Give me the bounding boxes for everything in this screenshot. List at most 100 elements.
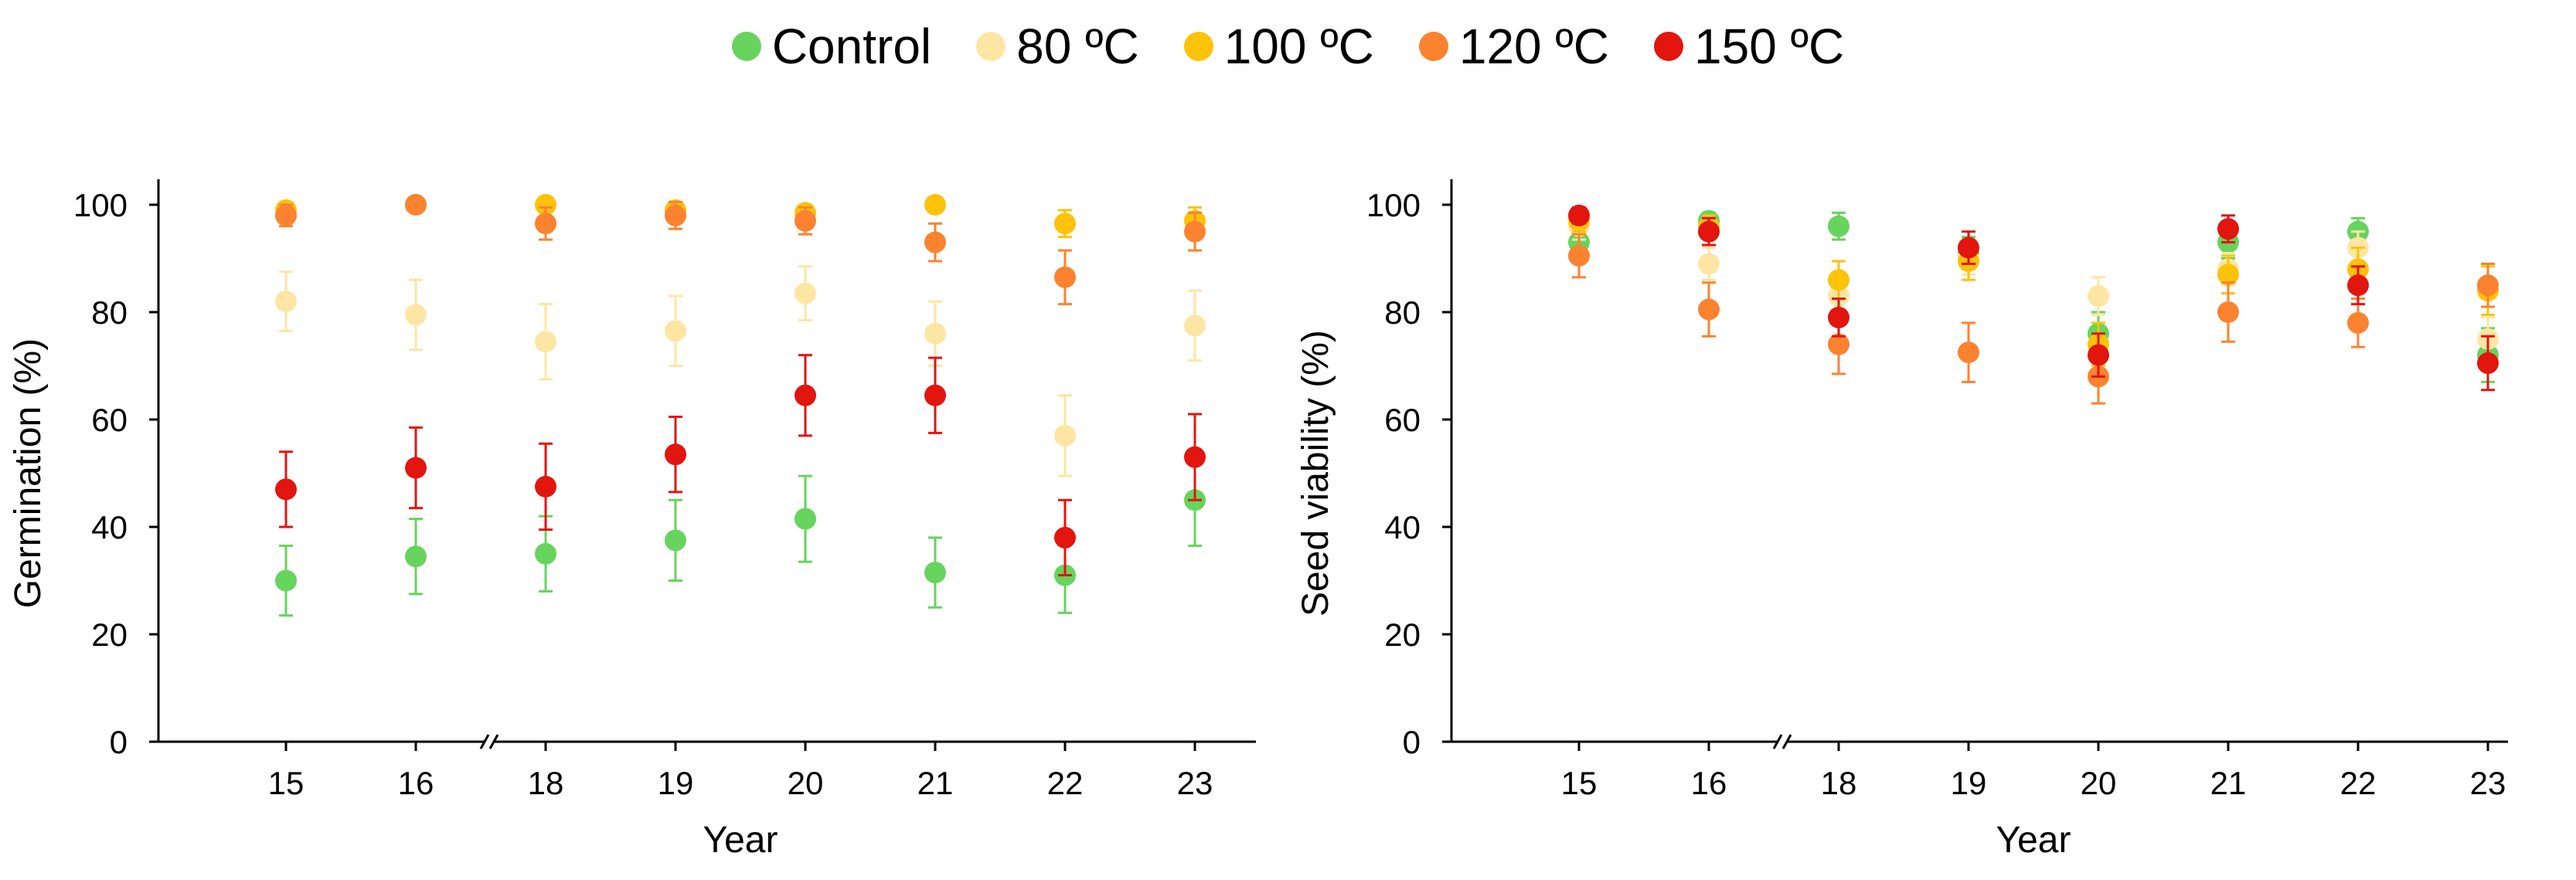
data-point [665, 529, 686, 552]
data-point [1054, 212, 1076, 235]
axis-break-mark [1772, 734, 1783, 749]
x-tick-label: 23 [2470, 765, 2506, 801]
data-point [275, 478, 297, 501]
data-point [2088, 285, 2109, 307]
series-150-c [275, 354, 1206, 577]
x-axis-title: Year [703, 820, 778, 861]
data-point [1054, 526, 1076, 549]
legend-marker-80c [976, 32, 1006, 61]
legend-item-100c: 100 ºC [1183, 19, 1374, 74]
data-point [924, 322, 946, 345]
data-point [1184, 446, 1206, 468]
x-tick-label: 20 [2081, 765, 2117, 801]
data-point [2088, 344, 2109, 366]
data-point [665, 204, 686, 226]
y-tick-label: 20 [91, 617, 128, 653]
series-120-c [275, 194, 1206, 306]
data-point [535, 331, 556, 353]
y-tick-label: 100 [73, 187, 128, 223]
data-point [1958, 236, 1979, 259]
y-tick-label: 0 [110, 724, 128, 760]
data-point [1054, 266, 1076, 288]
legend-marker-control [731, 32, 761, 61]
data-point [2477, 274, 2499, 297]
legend-marker-100c [1183, 32, 1213, 61]
data-point [1828, 215, 1849, 237]
y-axis-title: Germination (%) [8, 338, 49, 608]
x-tick-label: 19 [1951, 765, 1987, 801]
data-point [1828, 269, 1849, 291]
germination-chart: 0 20 40 60 80 100 15 16 18 19 20 21 22 23 Year Germinat… [8, 179, 1256, 861]
data-point [924, 562, 946, 584]
legend-label-control: Control [771, 19, 932, 74]
x-tick-label: 15 [268, 765, 305, 801]
axis-break-mark [1781, 734, 1792, 749]
data-point [924, 194, 946, 216]
data-point [795, 508, 816, 530]
y-tick-label: 80 [1384, 294, 1421, 331]
y-tick-label: 60 [1384, 402, 1421, 438]
data-point [1698, 220, 1720, 243]
data-point [665, 443, 686, 466]
data-point [1184, 314, 1206, 337]
x-tick-label: 21 [917, 765, 954, 801]
data-point [1828, 306, 1849, 328]
data-point [2217, 301, 2239, 323]
x-tick-label: 20 [788, 765, 824, 801]
y-tick-label: 80 [91, 294, 128, 331]
x-tick-label: 23 [1177, 765, 1213, 801]
y-axis-title: Seed viability (%) [1295, 330, 1336, 617]
data-point [795, 282, 816, 304]
data-point [795, 209, 816, 232]
x-tick-label: 16 [398, 765, 434, 801]
data-point [275, 204, 297, 226]
legend-marker-120c [1418, 32, 1448, 61]
data-point [535, 212, 556, 235]
data-point [1568, 245, 1590, 267]
data-point [795, 384, 816, 406]
y-tick-label: 60 [91, 402, 128, 438]
data-point [2347, 311, 2369, 334]
legend-label-80c: 80 ºC [1016, 19, 1139, 74]
x-tick-label: 15 [1561, 765, 1598, 801]
data-point [2217, 263, 2239, 286]
data-point [1568, 204, 1590, 226]
data-point [405, 545, 427, 568]
x-tick-label: 19 [658, 765, 694, 801]
legend-label-100c: 100 ºC [1223, 19, 1374, 74]
data-point [1184, 220, 1206, 243]
legend-marker-150c [1654, 32, 1684, 61]
legend-item-120c: 120 ºC [1418, 19, 1610, 74]
x-tick-label: 18 [528, 765, 564, 801]
data-point [924, 231, 946, 253]
data-point [405, 304, 427, 326]
data-point [665, 320, 686, 342]
x-tick-label: 22 [1047, 765, 1084, 801]
axis-break-mark [479, 734, 490, 749]
data-point [2477, 352, 2499, 375]
legend-label-120c: 120 ºC [1458, 19, 1610, 74]
data-point [2347, 274, 2369, 297]
data-point [924, 384, 946, 406]
series-80-c [275, 265, 1206, 477]
y-tick-label: 40 [1384, 509, 1421, 545]
x-axis-title: Year [1996, 820, 2071, 861]
data-point [2217, 218, 2239, 240]
x-tick-label: 16 [1691, 765, 1727, 801]
data-point [1698, 253, 1720, 275]
series-150-c [1568, 204, 2499, 392]
data-point [1958, 341, 1979, 364]
legend-label-150c: 150 ºC [1694, 19, 1845, 74]
x-tick-label: 21 [2210, 765, 2247, 801]
x-tick-label: 18 [1821, 765, 1857, 801]
data-point [275, 291, 297, 313]
y-tick-label: 20 [1384, 617, 1421, 653]
data-point [275, 569, 297, 592]
data-point [535, 194, 556, 216]
legend-item-control: Control [731, 19, 932, 74]
seed-viability-chart: 0 20 40 60 80 100 15 16 18 19 20 21 22 23 Year Seed via… [1295, 179, 2508, 861]
data-point [1828, 333, 1849, 355]
data-point [405, 194, 427, 216]
axis-break-mark [488, 734, 499, 749]
